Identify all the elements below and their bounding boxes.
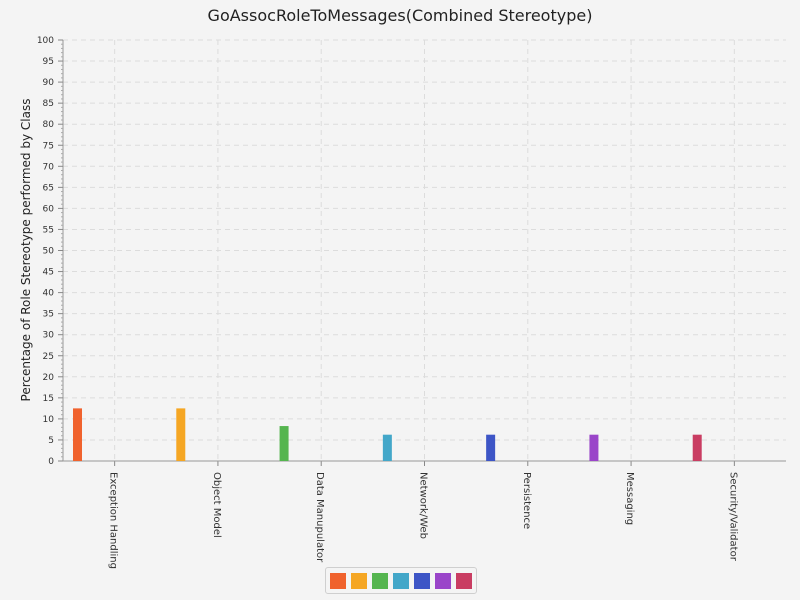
y-tick-label: 60 <box>43 204 55 214</box>
legend-swatch <box>435 572 451 589</box>
y-tick-label: 70 <box>43 162 55 172</box>
legend <box>325 567 477 594</box>
legend-swatch <box>351 572 367 589</box>
x-tick-labels: Exception Handling Object Model Data Manup… <box>108 472 739 569</box>
x-tick-label: Security/Validator <box>727 472 738 562</box>
x-tick-label: Messaging <box>624 472 635 525</box>
y-ticks: 0 5 10 15 20 25 30 35 40 45 50 55 60 65 70 75 80 85 90 95 10… <box>37 36 63 467</box>
bar <box>176 408 186 461</box>
bars <box>73 408 702 461</box>
y-tick-label: 45 <box>43 268 54 278</box>
y-tick-label: 75 <box>43 141 54 151</box>
y-tick-label: 85 <box>43 99 54 109</box>
legend-swatch <box>456 572 472 589</box>
bar <box>486 434 496 461</box>
y-tick-label: 35 <box>43 310 54 320</box>
y-tick-label: 40 <box>43 289 55 299</box>
bar <box>73 408 82 461</box>
bar <box>692 434 702 461</box>
y-tick-label: 0 <box>48 457 54 467</box>
y-tick-label: 65 <box>43 183 54 193</box>
y-tick-label: 10 <box>43 415 55 425</box>
y-tick-label: 5 <box>48 436 54 446</box>
y-tick-label: 95 <box>43 57 54 67</box>
y-tick-label: 100 <box>37 36 54 46</box>
y-tick-label: 55 <box>43 225 54 235</box>
legend-swatch <box>372 572 388 589</box>
bar <box>589 434 599 461</box>
x-tick-label: Persistence <box>521 472 532 529</box>
grid-lines <box>63 39 786 461</box>
y-tick-label: 90 <box>43 78 55 88</box>
x-tick-label: Network/Web <box>418 472 429 539</box>
y-tick-label: 25 <box>43 352 54 362</box>
y-tick-label: 50 <box>43 247 55 257</box>
y-tick-label: 30 <box>43 331 55 341</box>
legend-swatch <box>393 572 409 589</box>
y-tick-label: 80 <box>43 120 55 130</box>
x-tick-label: Object Model <box>211 472 222 538</box>
y-tick-label: 20 <box>43 373 55 383</box>
y-tick-label: 15 <box>43 394 54 404</box>
chart-title: GoAssocRoleToMessages(Combined Stereotyp… <box>207 6 593 25</box>
legend-swatch <box>330 572 346 589</box>
bar <box>382 434 392 461</box>
x-tick-label: Exception Handling <box>108 472 119 569</box>
bar <box>279 426 289 461</box>
legend-swatch <box>414 572 430 589</box>
x-tick-label: Data Manupulator <box>314 472 325 563</box>
